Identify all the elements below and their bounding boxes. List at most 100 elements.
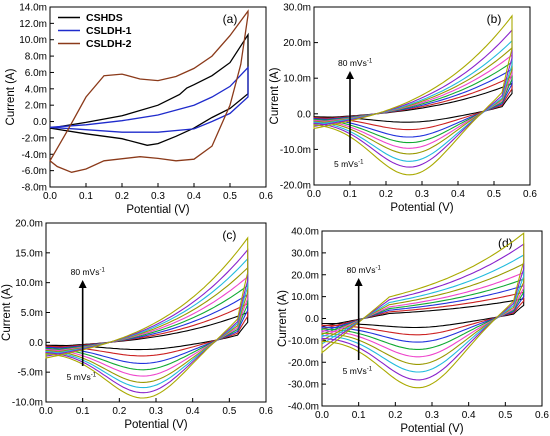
panel-label: (b): [487, 12, 502, 26]
annotation-sup: -1: [375, 266, 381, 272]
y-tick-label: -20.0m: [288, 358, 319, 369]
annotation-text: 80 mVs: [71, 267, 100, 277]
y-tick-label: 4.0m: [25, 84, 47, 95]
arrow-head: [346, 71, 354, 79]
y-tick-label: 40.0m: [291, 227, 319, 238]
x-tick-label: 0.0: [39, 406, 53, 417]
annotation-sup: -1: [99, 268, 105, 274]
x-tick-label: 0.0: [43, 191, 57, 202]
x-tick-label: 0.2: [115, 191, 129, 202]
y-tick-label: 6.0m: [25, 68, 47, 79]
y-tick-label: -6.0m: [21, 166, 47, 177]
x-tick-label: 0.6: [259, 191, 273, 202]
y-tick-label: 15.0m: [15, 248, 43, 259]
annotation-text: 80 mVs: [347, 265, 376, 275]
x-tick-label: 0.2: [112, 406, 126, 417]
annotation-80mvs: 80 mVs-1: [347, 265, 382, 275]
x-tick-label: 0.5: [498, 410, 512, 421]
x-tick-label: 0.4: [186, 406, 200, 417]
x-tick-label: 0.5: [487, 189, 501, 200]
x-tick-label: 0.3: [149, 406, 163, 417]
x-axis-title: Potential (V): [126, 204, 189, 216]
y-tick-label: -10.0m: [12, 398, 43, 409]
annotation-80mvs: 80 mVs-1: [71, 267, 106, 277]
arrow-head: [78, 280, 87, 288]
cv-loop-20mvs: [321, 284, 525, 343]
x-tick-label: 0.5: [223, 191, 237, 202]
y-tick-label: 8.0m: [25, 52, 47, 63]
x-tick-label: 0.0: [307, 189, 321, 200]
plot-frame: [49, 6, 267, 188]
x-tick-label: 0.2: [388, 410, 402, 421]
y-tick-label: 20.0m: [15, 219, 43, 230]
y-tick-label: 0.0: [297, 109, 311, 120]
y-tick-label: -10.0m: [280, 145, 311, 156]
annotation-text: 5 mVs: [343, 366, 367, 376]
y-tick-label: 10.0m: [291, 292, 319, 303]
y-tick-label: -20.0m: [280, 181, 311, 192]
cv-loop-30mvs: [321, 278, 525, 350]
y-tick-label: 12.0m: [19, 19, 47, 30]
x-tick-label: 0.2: [379, 189, 393, 200]
y-axis-title: Current (A): [5, 68, 17, 125]
x-tick-label: 0.3: [151, 191, 165, 202]
y-tick-label: -2.0m: [21, 133, 47, 144]
y-tick-label: 0.0: [33, 117, 47, 128]
cv-loop-10mvs: [321, 291, 525, 336]
y-tick-label: 10.0m: [283, 74, 311, 85]
annotation-5mvs: 5 mVs-1: [334, 159, 364, 169]
chart-panel-d: 0.0 0.1 0.2 0.3 0.4 0.5 0.6 -40.0m -30.0m -20.0m -…: [277, 227, 549, 436]
annotation-text: 5 mVs: [67, 372, 91, 382]
x-tick-label: 0.4: [187, 191, 201, 202]
annotation-sup: -1: [367, 59, 373, 65]
x-tick-label: 0.3: [415, 189, 429, 200]
panel-label: (d): [498, 236, 513, 250]
x-tick-label: 0.3: [425, 410, 439, 421]
y-axis-title: Current (A): [277, 290, 289, 347]
y-axis-title: Current (A): [1, 284, 13, 341]
y-tick-label: -30.0m: [288, 380, 319, 391]
series-line-csldh-1: [49, 65, 249, 133]
legend-label: CSHDS: [86, 12, 123, 24]
annotation-5mvs: 5 mVs-1: [67, 372, 97, 382]
y-tick-label: 20.0m: [291, 270, 319, 281]
annotation-sup: -1: [91, 373, 97, 379]
annotation-sup: -1: [358, 160, 364, 166]
y-tick-label: 10.0m: [19, 35, 47, 46]
y-tick-label: 2.0m: [25, 101, 47, 112]
x-tick-label: 0.6: [259, 406, 273, 417]
x-axis-title: Potential (V): [124, 419, 187, 431]
cv-loop-80mvs: [313, 14, 513, 176]
y-tick-label: 30.0m: [283, 3, 311, 14]
x-tick-label: 0.0: [315, 410, 329, 421]
annotation-text: 5 mVs: [334, 159, 358, 169]
annotation-5mvs: 5 mVs-1: [343, 366, 373, 376]
y-tick-label: 30.0m: [291, 248, 319, 259]
legend-label: CSLDH-2: [86, 38, 132, 50]
annotation-80mvs: 80 mVs-1: [338, 58, 373, 68]
y-tick-label: -4.0m: [21, 150, 47, 161]
y-tick-label: -40.0m: [288, 402, 319, 413]
legend-label: CSLDH-1: [86, 25, 132, 37]
x-tick-label: 0.1: [352, 410, 366, 421]
arrow-head: [354, 278, 363, 286]
annotation-text: 80 mVs: [338, 58, 367, 68]
y-tick-label: 20.0m: [283, 38, 311, 49]
x-tick-label: 0.1: [343, 189, 357, 200]
plot-frame: [321, 230, 543, 407]
cv-loop-80mvs: [45, 236, 249, 399]
y-tick-label: -8.0m: [21, 183, 47, 194]
cv-loop-80mvs: [321, 232, 525, 389]
x-tick-label: 0.6: [535, 410, 549, 421]
panel-label: (c): [222, 228, 236, 242]
panel-label: (a): [223, 12, 238, 26]
y-tick-label: 0.0: [305, 314, 319, 325]
annotation-sup: -1: [367, 367, 373, 373]
cv-loop-70mvs: [321, 243, 525, 381]
y-tick-label: 0.0: [29, 338, 43, 349]
series-line-cshds: [49, 32, 249, 146]
x-axis-title: Potential (V): [400, 423, 463, 435]
y-tick-label: 10.0m: [15, 278, 43, 289]
